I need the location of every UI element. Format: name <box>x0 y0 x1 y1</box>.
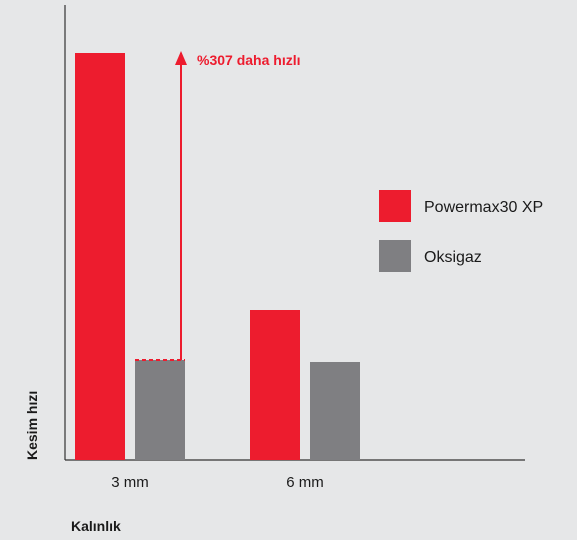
bars-group <box>75 53 360 460</box>
annotation-label: %307 daha hızlı <box>197 52 300 68</box>
bar-oksigaz-3-mm <box>135 360 185 460</box>
legend-label: Oksigaz <box>424 249 482 266</box>
bar-powermax30-xp-6-mm <box>250 310 300 460</box>
x-tick-label: 6 mm <box>286 474 324 491</box>
legend-swatch <box>379 190 411 222</box>
x-axis-title: Kalınlık <box>71 518 121 534</box>
legend: Powermax30 XP Oksigaz <box>379 190 543 272</box>
x-tick-labels: 3 mm 6 mm <box>111 474 324 491</box>
bar-oksigaz-6-mm <box>310 362 360 460</box>
legend-label: Powermax30 XP <box>424 199 543 216</box>
y-axis-title: Kesim hızı <box>24 391 40 460</box>
annotation-arrow-head <box>175 51 187 65</box>
legend-swatch <box>379 240 411 272</box>
annotation-group: %307 daha hızlı <box>135 51 300 361</box>
x-tick-label: 3 mm <box>111 474 149 491</box>
bar-powermax30-xp-3-mm <box>75 53 125 460</box>
